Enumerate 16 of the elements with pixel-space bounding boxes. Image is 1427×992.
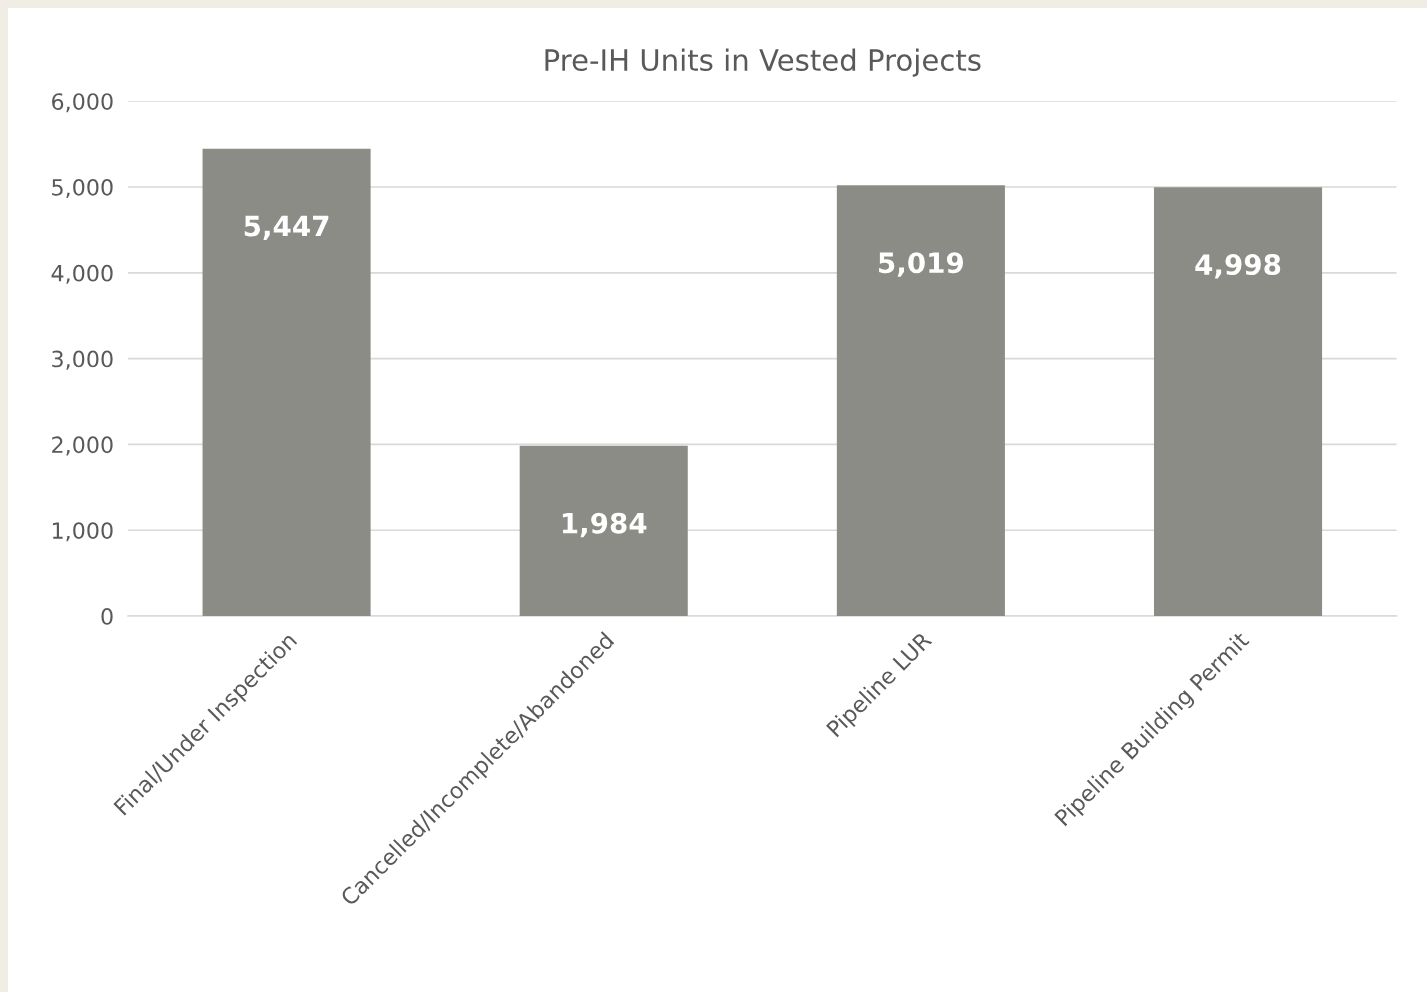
y-tick-label: 0 (101, 607, 113, 625)
data-label: 4,998 (1195, 254, 1281, 279)
y-tick-label: 4,000 (51, 264, 113, 284)
y-tick-label: 2,000 (52, 436, 113, 456)
y-tick-label: 6,000 (52, 93, 113, 113)
y-tick-label: 3,000 (52, 350, 113, 370)
chart-title: Pre-IH Units in Vested Projects (545, 48, 981, 77)
bar (1153, 187, 1323, 617)
bar (836, 185, 1005, 617)
y-tick-label: 1,000 (52, 522, 113, 542)
data-label: 1,984 (562, 512, 647, 538)
data-label: 5,019 (879, 252, 964, 277)
bar (519, 445, 688, 617)
bar (202, 148, 371, 617)
data-label: 5,447 (244, 215, 329, 241)
y-tick-label: 5,000 (52, 178, 113, 199)
